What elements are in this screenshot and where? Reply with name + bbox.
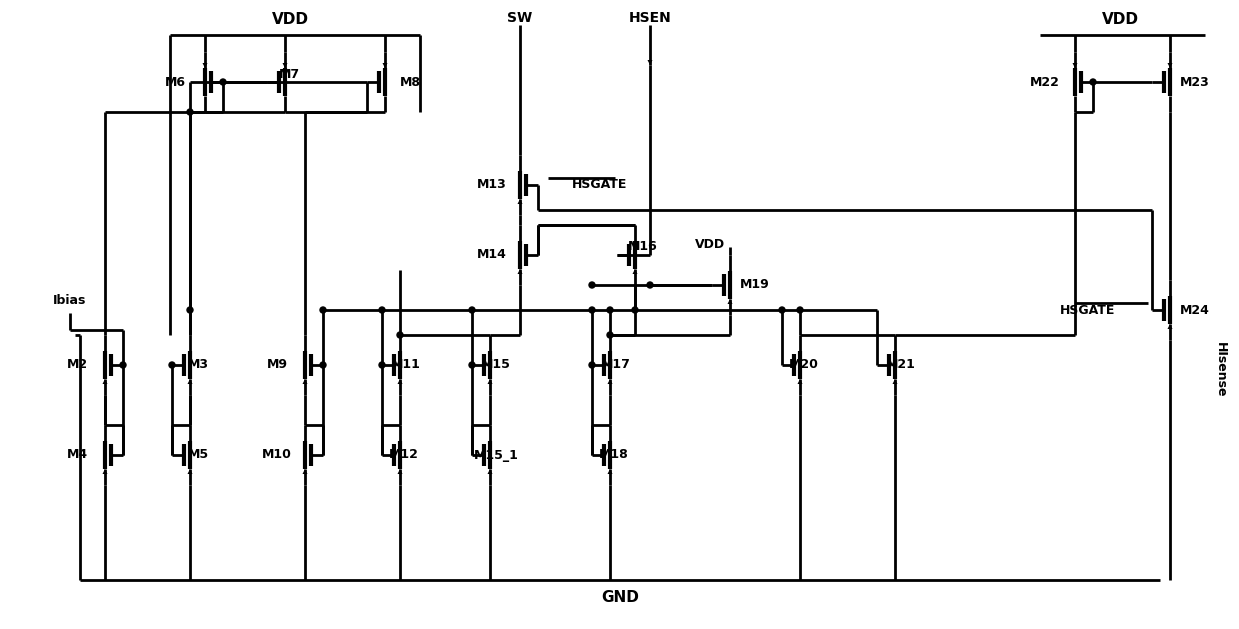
Text: VDD: VDD: [1101, 13, 1139, 28]
Circle shape: [589, 362, 595, 368]
Polygon shape: [103, 469, 108, 474]
Circle shape: [1090, 79, 1097, 85]
Text: M10: M10: [263, 448, 292, 462]
Polygon shape: [202, 63, 207, 68]
Polygon shape: [648, 60, 653, 65]
Polygon shape: [187, 379, 192, 384]
Polygon shape: [398, 379, 403, 384]
Text: M18: M18: [600, 448, 629, 462]
Polygon shape: [282, 63, 287, 68]
Polygon shape: [302, 379, 307, 384]
Circle shape: [779, 307, 786, 313]
Circle shape: [169, 362, 175, 368]
Text: M19: M19: [740, 279, 769, 291]
Text: M14: M14: [477, 248, 507, 262]
Text: M23: M23: [1180, 75, 1209, 89]
Text: M11: M11: [392, 359, 421, 372]
Circle shape: [797, 307, 803, 313]
Circle shape: [589, 307, 595, 313]
Circle shape: [607, 332, 613, 338]
Polygon shape: [892, 379, 897, 384]
Circle shape: [589, 282, 595, 288]
Polygon shape: [1073, 63, 1078, 68]
Text: M4: M4: [67, 448, 88, 462]
Text: HIsense: HIsense: [1213, 342, 1227, 398]
Polygon shape: [607, 469, 612, 474]
Circle shape: [187, 109, 193, 115]
Text: M3: M3: [187, 359, 208, 372]
Polygon shape: [1167, 324, 1172, 329]
Text: HSGATE: HSGATE: [572, 179, 627, 191]
Circle shape: [470, 362, 475, 368]
Polygon shape: [798, 379, 803, 384]
Text: VDD: VDD: [695, 238, 725, 252]
Polygon shape: [487, 469, 492, 474]
Polygon shape: [187, 469, 192, 474]
Polygon shape: [383, 63, 388, 68]
Circle shape: [379, 307, 385, 313]
Circle shape: [632, 307, 638, 313]
Text: Ibias: Ibias: [53, 294, 87, 306]
Polygon shape: [727, 299, 732, 304]
Polygon shape: [487, 379, 492, 384]
Text: M15_1: M15_1: [473, 448, 518, 462]
Text: M12: M12: [389, 448, 419, 462]
Circle shape: [470, 307, 475, 313]
Polygon shape: [302, 469, 307, 474]
Text: SW: SW: [508, 11, 533, 25]
Circle shape: [607, 307, 613, 313]
Polygon shape: [632, 269, 638, 274]
Polygon shape: [103, 379, 108, 384]
Circle shape: [379, 362, 385, 368]
Text: HSEN: HSEN: [628, 11, 672, 25]
Text: M21: M21: [886, 359, 916, 372]
Circle shape: [120, 362, 126, 368]
Text: M24: M24: [1180, 304, 1211, 316]
Circle shape: [221, 79, 225, 85]
Text: HSGATE: HSGATE: [1059, 304, 1115, 316]
Text: M13: M13: [477, 179, 507, 191]
Polygon shape: [1167, 63, 1172, 68]
Text: M5: M5: [187, 448, 208, 462]
Text: M9: M9: [266, 359, 287, 372]
Circle shape: [320, 307, 326, 313]
Circle shape: [396, 332, 403, 338]
Text: M17: M17: [601, 359, 631, 372]
Text: M15: M15: [481, 359, 510, 372]
Polygon shape: [607, 379, 612, 384]
Polygon shape: [398, 469, 403, 474]
Circle shape: [647, 282, 653, 288]
Text: GND: GND: [601, 591, 639, 606]
Text: M8: M8: [399, 75, 420, 89]
Circle shape: [320, 362, 326, 368]
Polygon shape: [518, 269, 523, 274]
Text: M16: M16: [628, 240, 658, 253]
Circle shape: [187, 307, 193, 313]
Polygon shape: [518, 199, 523, 204]
Text: VDD: VDD: [271, 13, 309, 28]
Text: M22: M22: [1030, 75, 1059, 89]
Text: M20: M20: [789, 359, 819, 372]
Text: M2: M2: [67, 359, 88, 372]
Text: M7: M7: [279, 67, 300, 81]
Text: M6: M6: [165, 75, 186, 89]
